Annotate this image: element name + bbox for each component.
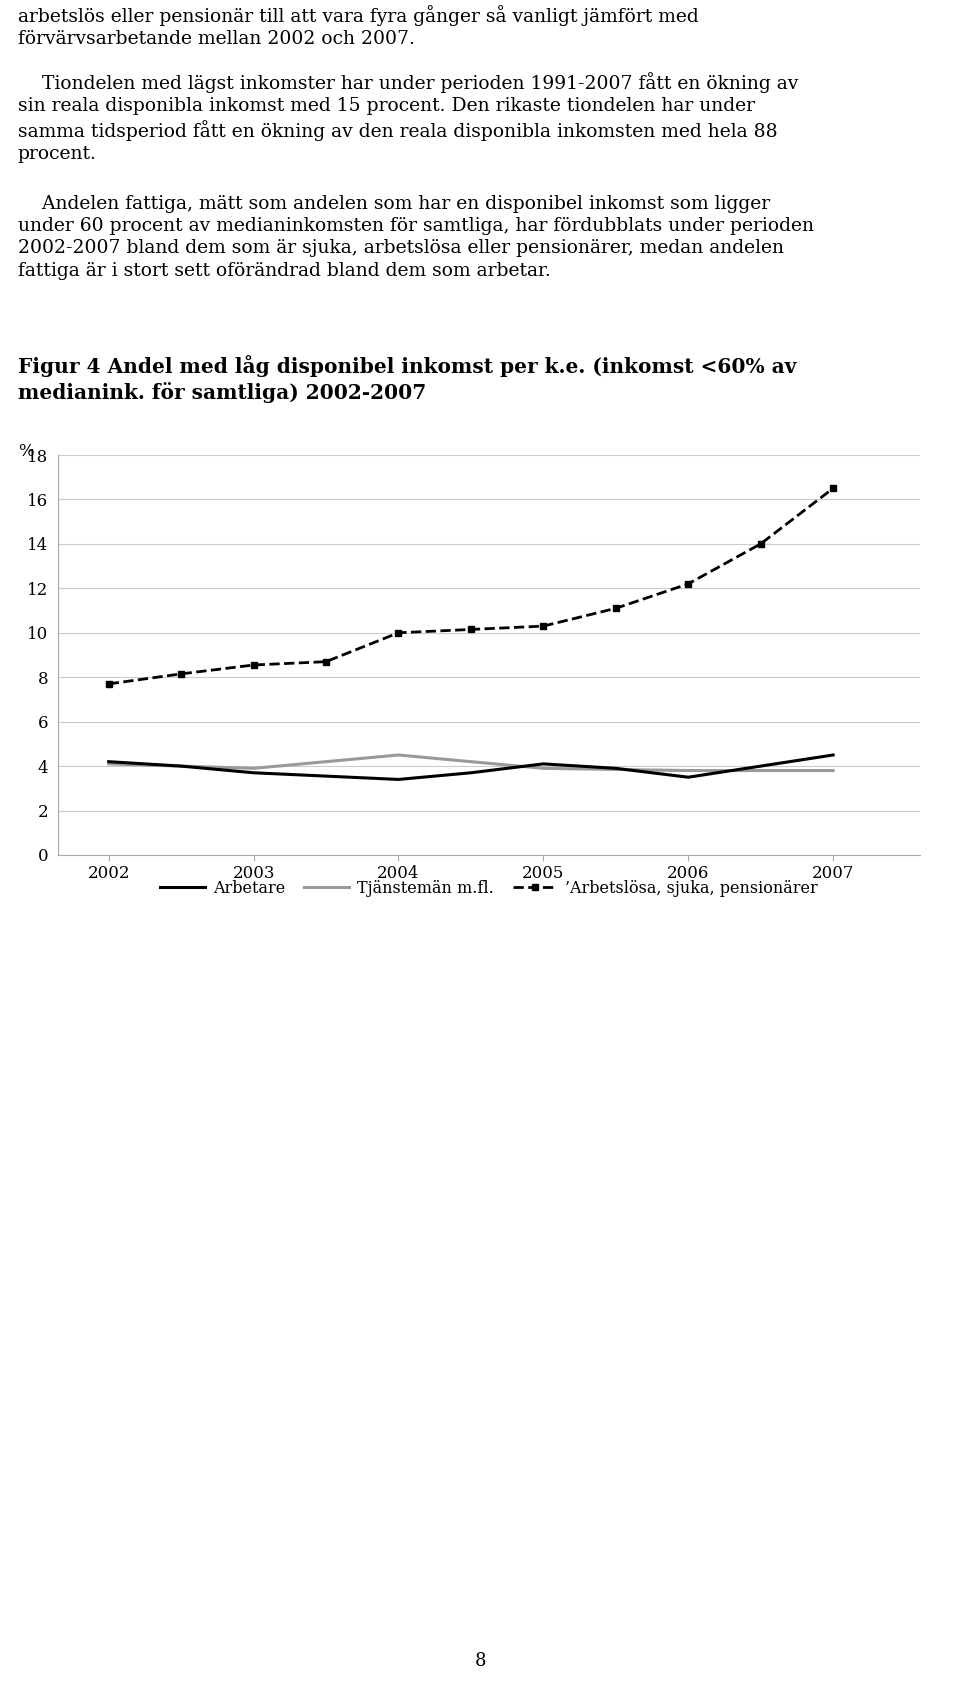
Text: Tiondelen med lägst inkomster har under perioden 1991-2007 fått en ökning av
sin: Tiondelen med lägst inkomster har under … <box>18 71 799 163</box>
Text: %: % <box>18 443 34 460</box>
Text: 8: 8 <box>474 1652 486 1671</box>
Text: Andelen fattiga, mätt som andelen som har en disponibel inkomst som ligger
under: Andelen fattiga, mätt som andelen som ha… <box>18 195 814 280</box>
Text: arbetslös eller pensionär till att vara fyra gånger så vanligt jämfört med
förvä: arbetslös eller pensionär till att vara … <box>18 5 699 47</box>
Legend: Arbetare, Tjänstemän m.fl., ’Arbetslösa, sjuka, pensionärer: Arbetare, Tjänstemän m.fl., ’Arbetslösa,… <box>154 873 825 902</box>
Text: Figur 4 Andel med låg disponibel inkomst per k.e. (inkomst <60% av
medianink. fö: Figur 4 Andel med låg disponibel inkomst… <box>18 354 797 404</box>
